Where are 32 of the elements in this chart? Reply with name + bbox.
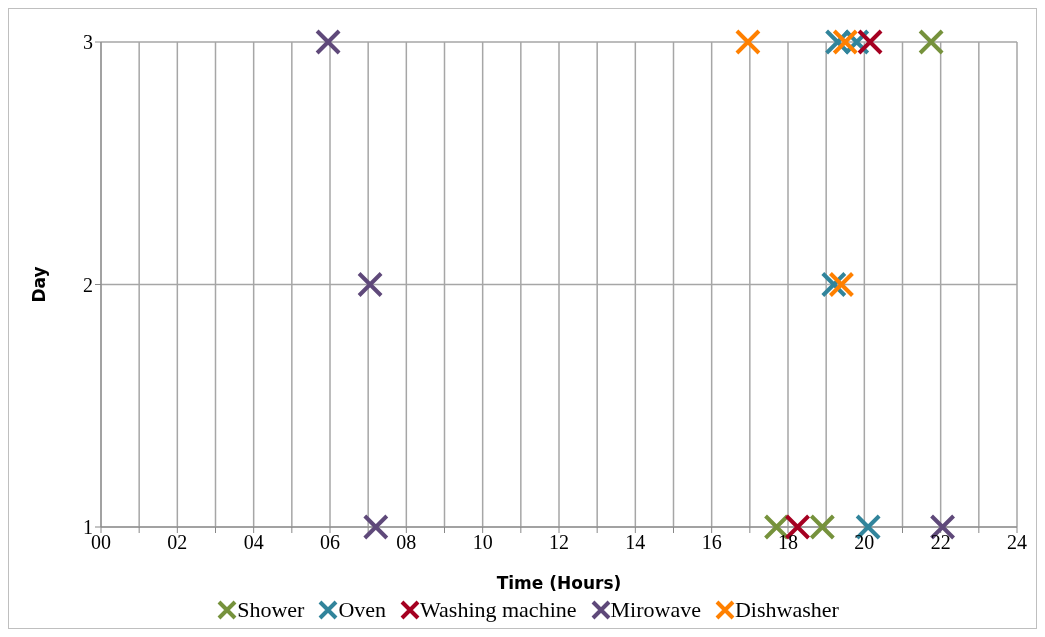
x-tick-label: 16 [701, 531, 722, 554]
x-tick-label: 24 [1007, 531, 1027, 554]
legend-label: Oven [338, 597, 387, 623]
x-tick-label: 14 [625, 531, 646, 554]
x-tick-label: 08 [396, 531, 417, 554]
legend-label: Mirowave [610, 597, 701, 623]
point [857, 29, 884, 55]
x-tick-label: 12 [549, 531, 569, 554]
x-axis-title: Time (Hours) [496, 573, 622, 593]
x-tick-label: 20 [854, 531, 875, 554]
point [828, 271, 855, 298]
x-tick-label: 02 [167, 531, 188, 554]
x-tick-label: 04 [243, 531, 264, 554]
x-tick-label: 18 [778, 531, 798, 554]
point [832, 29, 859, 55]
point [362, 514, 389, 540]
point [315, 29, 342, 55]
y-axis-title: Day [29, 266, 50, 303]
point [357, 271, 384, 298]
y-tick-label: 3 [83, 31, 93, 54]
legend-label: Washing machine [420, 597, 577, 623]
legend-label: Dishwasher [734, 597, 839, 623]
x-tick-label: 10 [472, 531, 493, 554]
y-tick-label: 1 [83, 516, 93, 539]
point [734, 29, 761, 55]
x-tick-label: 22 [930, 531, 951, 554]
y-tick-label: 2 [83, 273, 93, 296]
x-tick-label: 00 [91, 531, 111, 554]
point [809, 514, 836, 540]
x-tick-label: 06 [320, 531, 340, 554]
point [918, 29, 945, 55]
legend-label: Shower [237, 597, 305, 623]
